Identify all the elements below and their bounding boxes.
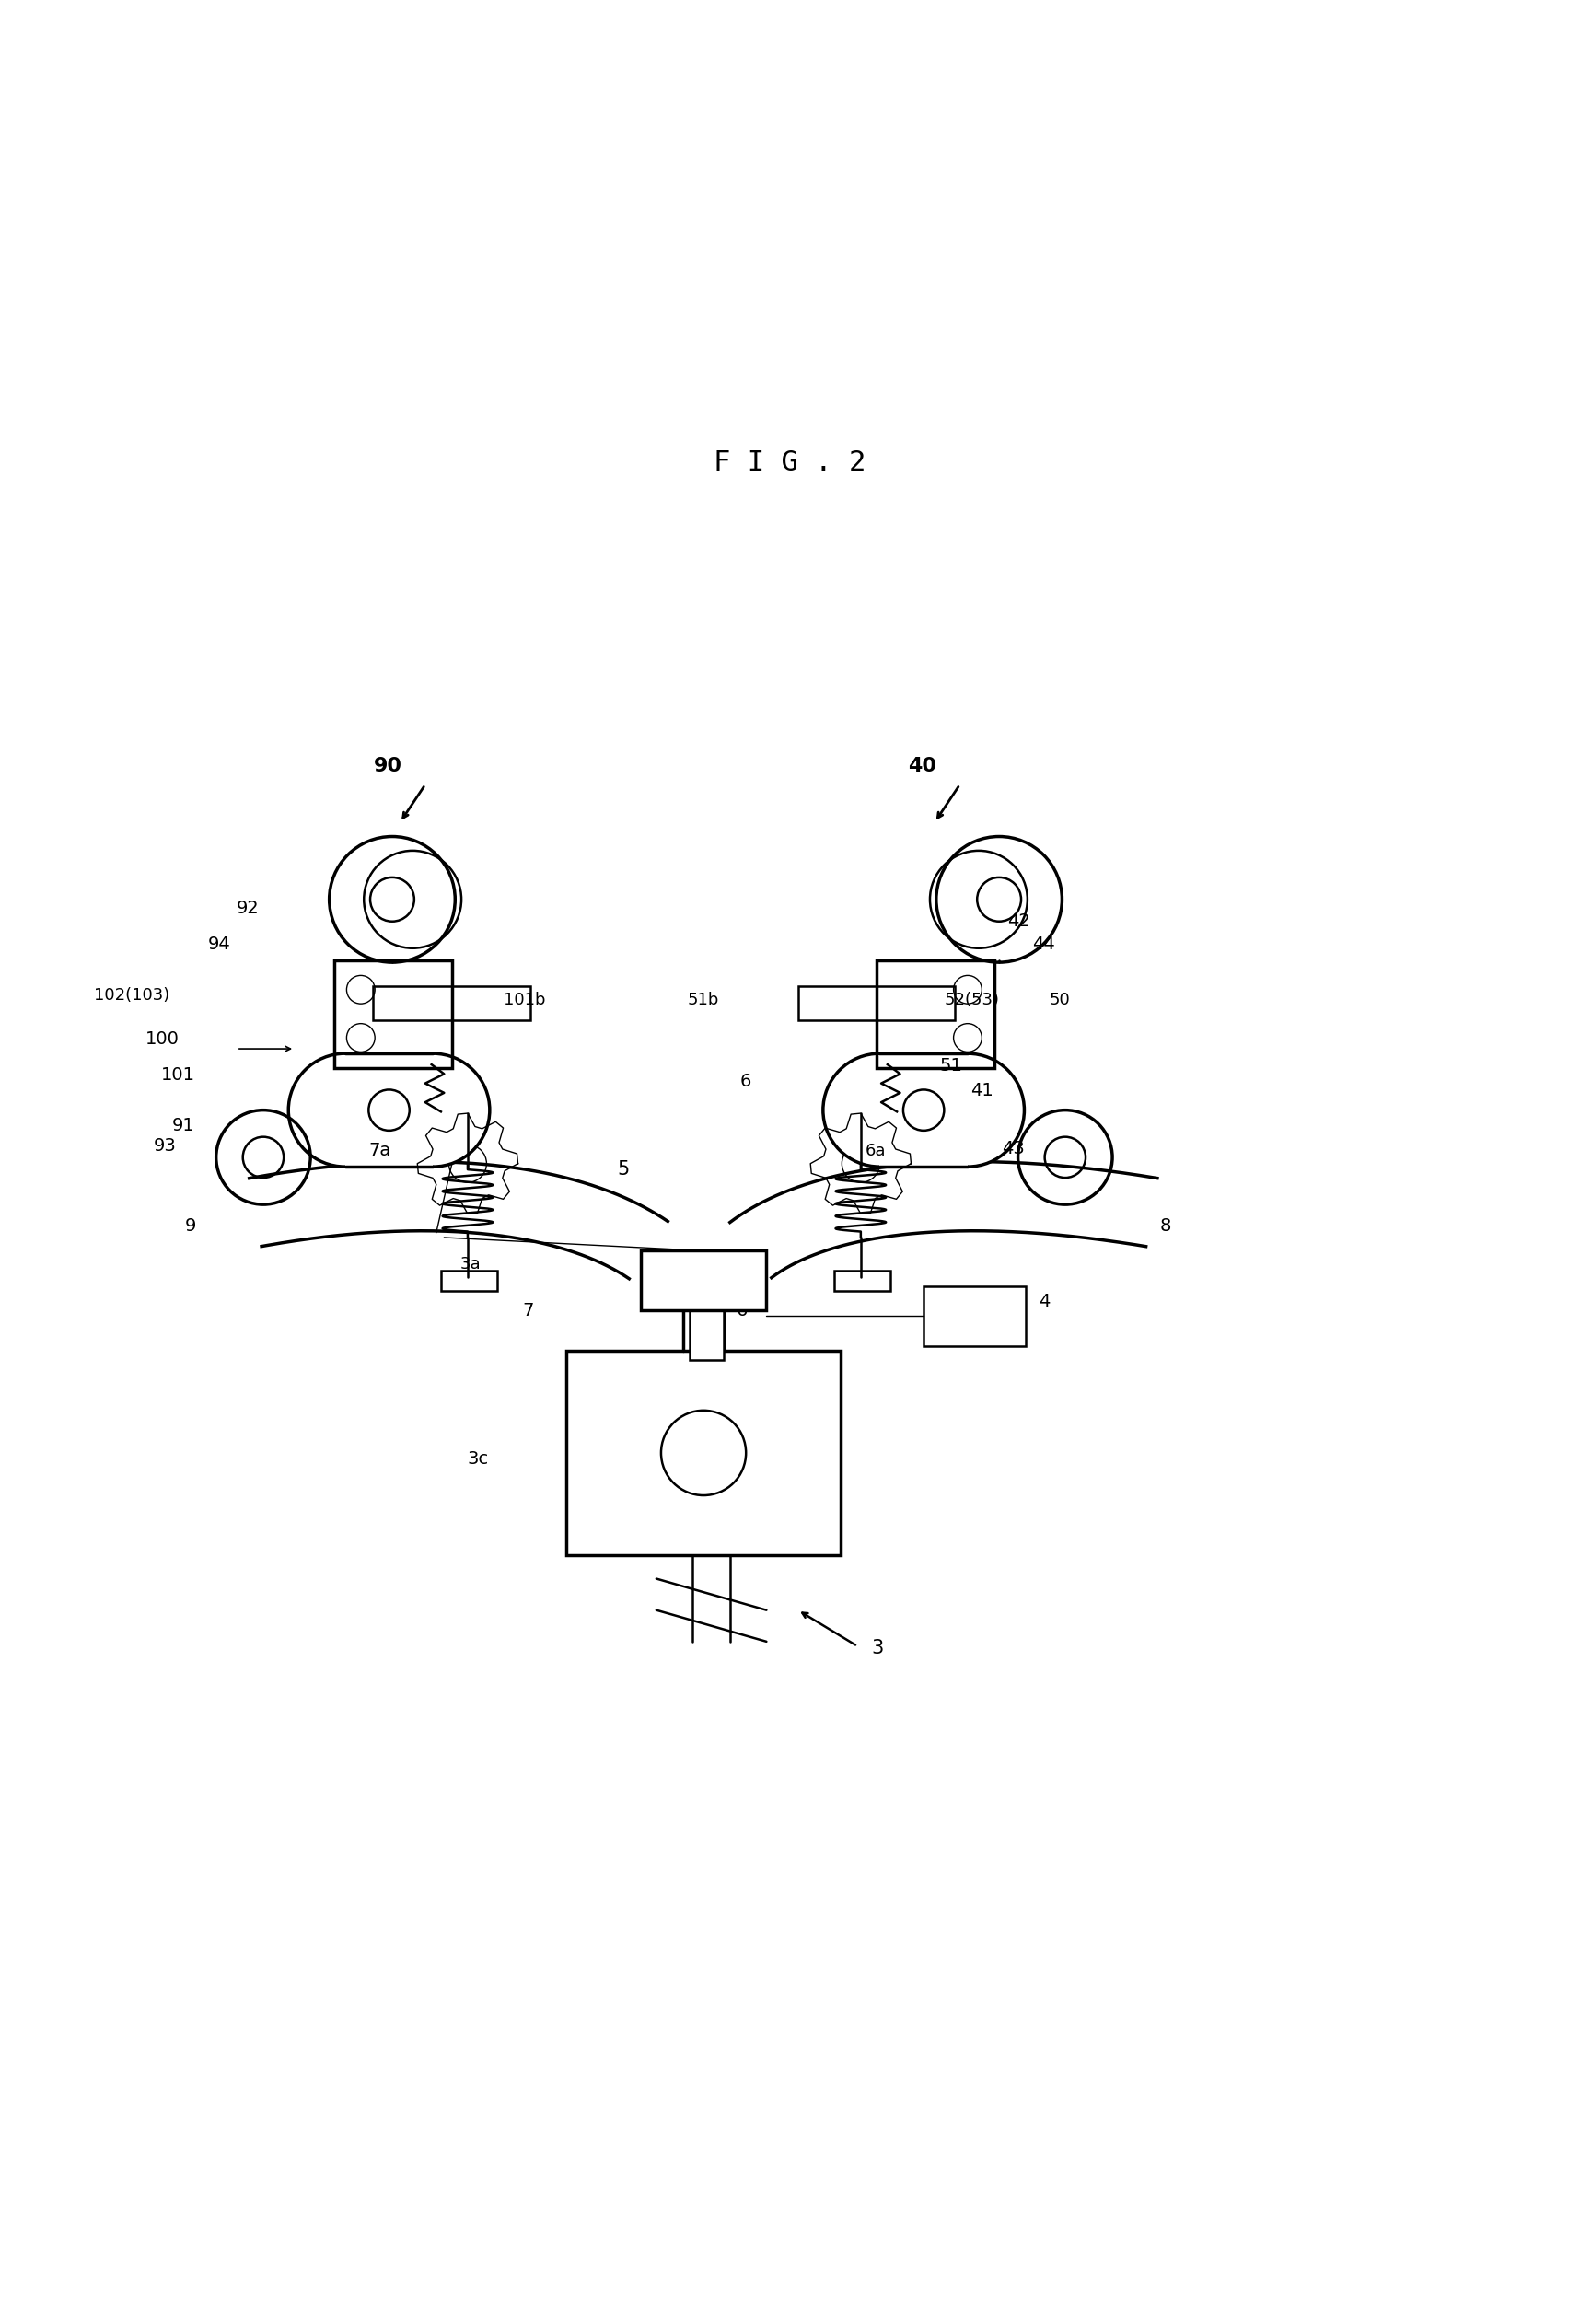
Text: 40: 40 [908, 758, 937, 776]
Bar [333, 960, 452, 1067]
Text: 7a: 7a [368, 1141, 390, 1160]
Text: 3: 3 [872, 1638, 883, 1657]
Text: 44: 44 [1032, 937, 1055, 953]
Text: 50: 50 [1049, 992, 1070, 1009]
Circle shape [376, 1053, 490, 1167]
Bar [877, 960, 994, 1067]
Text: 7: 7 [523, 1301, 534, 1320]
Bar [441, 1271, 498, 1290]
Text: 51: 51 [940, 1057, 962, 1074]
Text: 101b: 101b [504, 992, 545, 1009]
Bar [924, 1285, 1025, 1346]
Text: 5: 5 [618, 1160, 629, 1178]
Circle shape [912, 1053, 1024, 1167]
Polygon shape [250, 1162, 668, 1278]
Text: 100: 100 [145, 1030, 179, 1048]
Text: 3c: 3c [468, 1450, 488, 1466]
Text: 6: 6 [736, 1301, 747, 1320]
Text: 93: 93 [153, 1136, 175, 1155]
Circle shape [289, 1053, 401, 1167]
Text: 90: 90 [373, 758, 401, 776]
Text: 51b: 51b [687, 992, 719, 1009]
Text: 101: 101 [161, 1067, 196, 1083]
Text: 91: 91 [172, 1118, 194, 1134]
Bar [880, 1053, 967, 1167]
Text: 43: 43 [1002, 1141, 1025, 1157]
Text: 4: 4 [1038, 1292, 1049, 1311]
Text: 6a: 6a [866, 1143, 886, 1160]
Text: 102(103): 102(103) [93, 988, 169, 1004]
Text: 41: 41 [970, 1083, 994, 1099]
Circle shape [823, 1053, 937, 1167]
Bar [344, 1053, 433, 1167]
Bar [689, 1250, 724, 1360]
Bar [834, 1271, 891, 1290]
Text: 6: 6 [739, 1074, 750, 1090]
Bar [640, 1250, 766, 1311]
Text: 42: 42 [1006, 913, 1030, 930]
Polygon shape [730, 1162, 1157, 1278]
Text: 9: 9 [185, 1218, 196, 1234]
Text: 94: 94 [209, 937, 231, 953]
Bar [566, 1350, 841, 1555]
Text: 52(53): 52(53) [945, 992, 999, 1009]
Text: 92: 92 [237, 899, 259, 918]
Text: 3a: 3a [460, 1255, 480, 1274]
Text: F I G . 2: F I G . 2 [714, 449, 866, 476]
Bar [798, 985, 954, 1020]
Text: 8: 8 [1160, 1218, 1171, 1234]
Bar [373, 985, 531, 1020]
